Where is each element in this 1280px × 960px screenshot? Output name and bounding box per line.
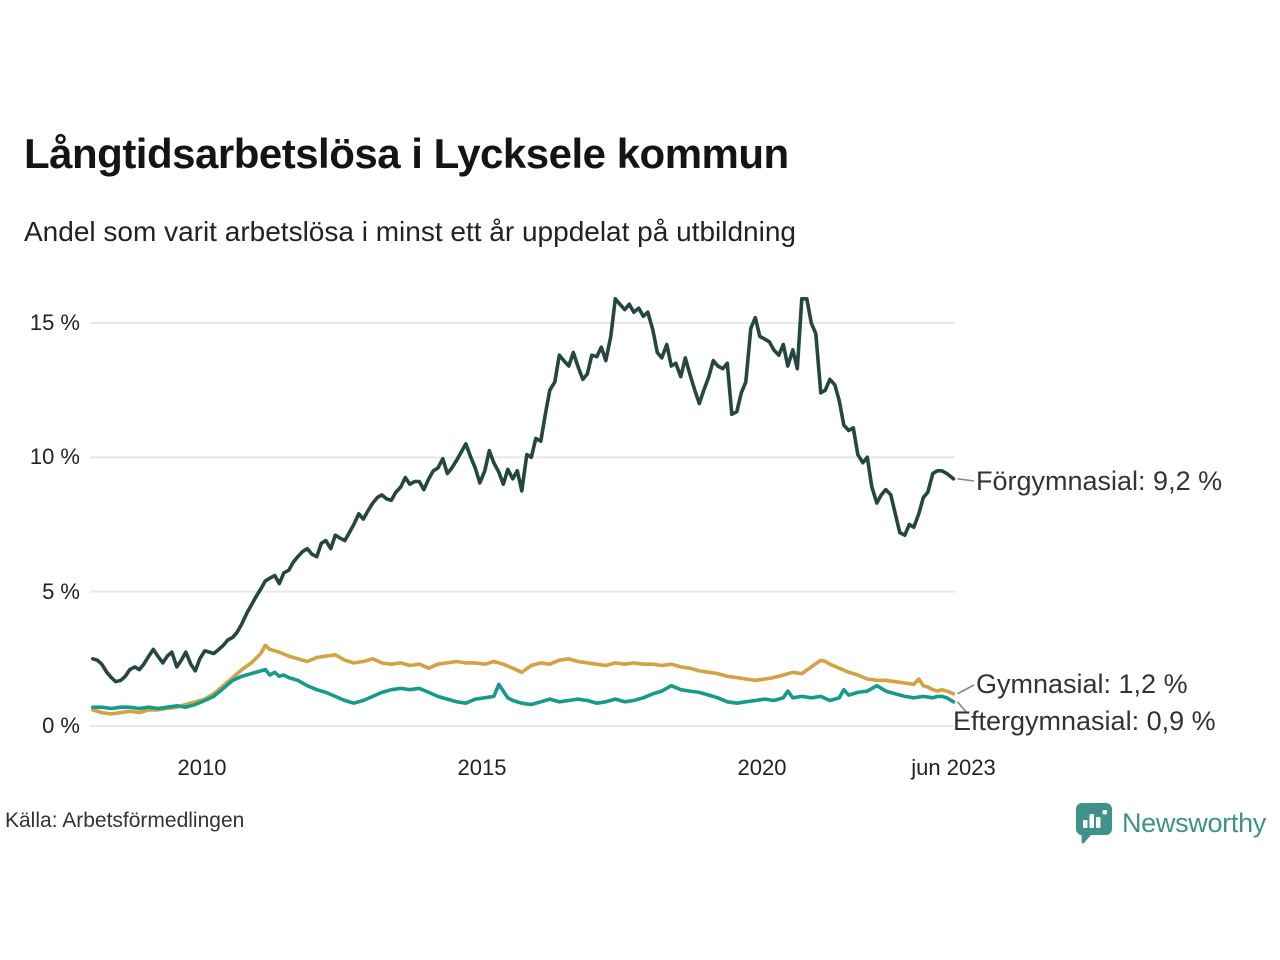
y-tick-label: 10 % xyxy=(29,444,80,470)
x-tick-label: 2015 xyxy=(457,755,507,780)
newsworthy-brand-name: Newsworthy xyxy=(1121,807,1266,838)
label-connector xyxy=(957,684,975,695)
chart-subtitle: Andel som varit arbetslösa i minst ett å… xyxy=(24,216,796,247)
label-connector xyxy=(956,701,968,714)
y-tick-label: 0 % xyxy=(42,713,80,738)
newsworthy-logo-icon xyxy=(1075,803,1112,844)
series-end-label-forgymnasial: Förgymnasial: 9,2 % xyxy=(976,466,1223,496)
label-connector xyxy=(957,478,975,482)
x-tick-label: 2010 xyxy=(177,755,227,780)
x-tick-label: 2020 xyxy=(737,755,787,780)
y-tick-label: 15 % xyxy=(29,309,80,335)
series-line-förgymnasial xyxy=(91,296,956,684)
newsworthy-brand: Newsworthy xyxy=(1075,802,1266,844)
y-tick-label: 5 % xyxy=(42,578,80,604)
x-tick-label: jun 2023 xyxy=(911,755,996,780)
series-end-label-eftergymnasial: Eftergymnasial: 0,9 % xyxy=(953,706,1216,736)
source-attribution: Källa: Arbetsförmedlingen xyxy=(5,809,245,832)
series-end-label-gymnasial: Gymnasial: 1,2 % xyxy=(976,669,1188,699)
page-title: Långtidsarbetslösa i Lycksele kommun xyxy=(24,130,789,177)
series-line-eftergymnasial xyxy=(91,667,956,711)
series-line-gymnasial xyxy=(91,643,956,716)
